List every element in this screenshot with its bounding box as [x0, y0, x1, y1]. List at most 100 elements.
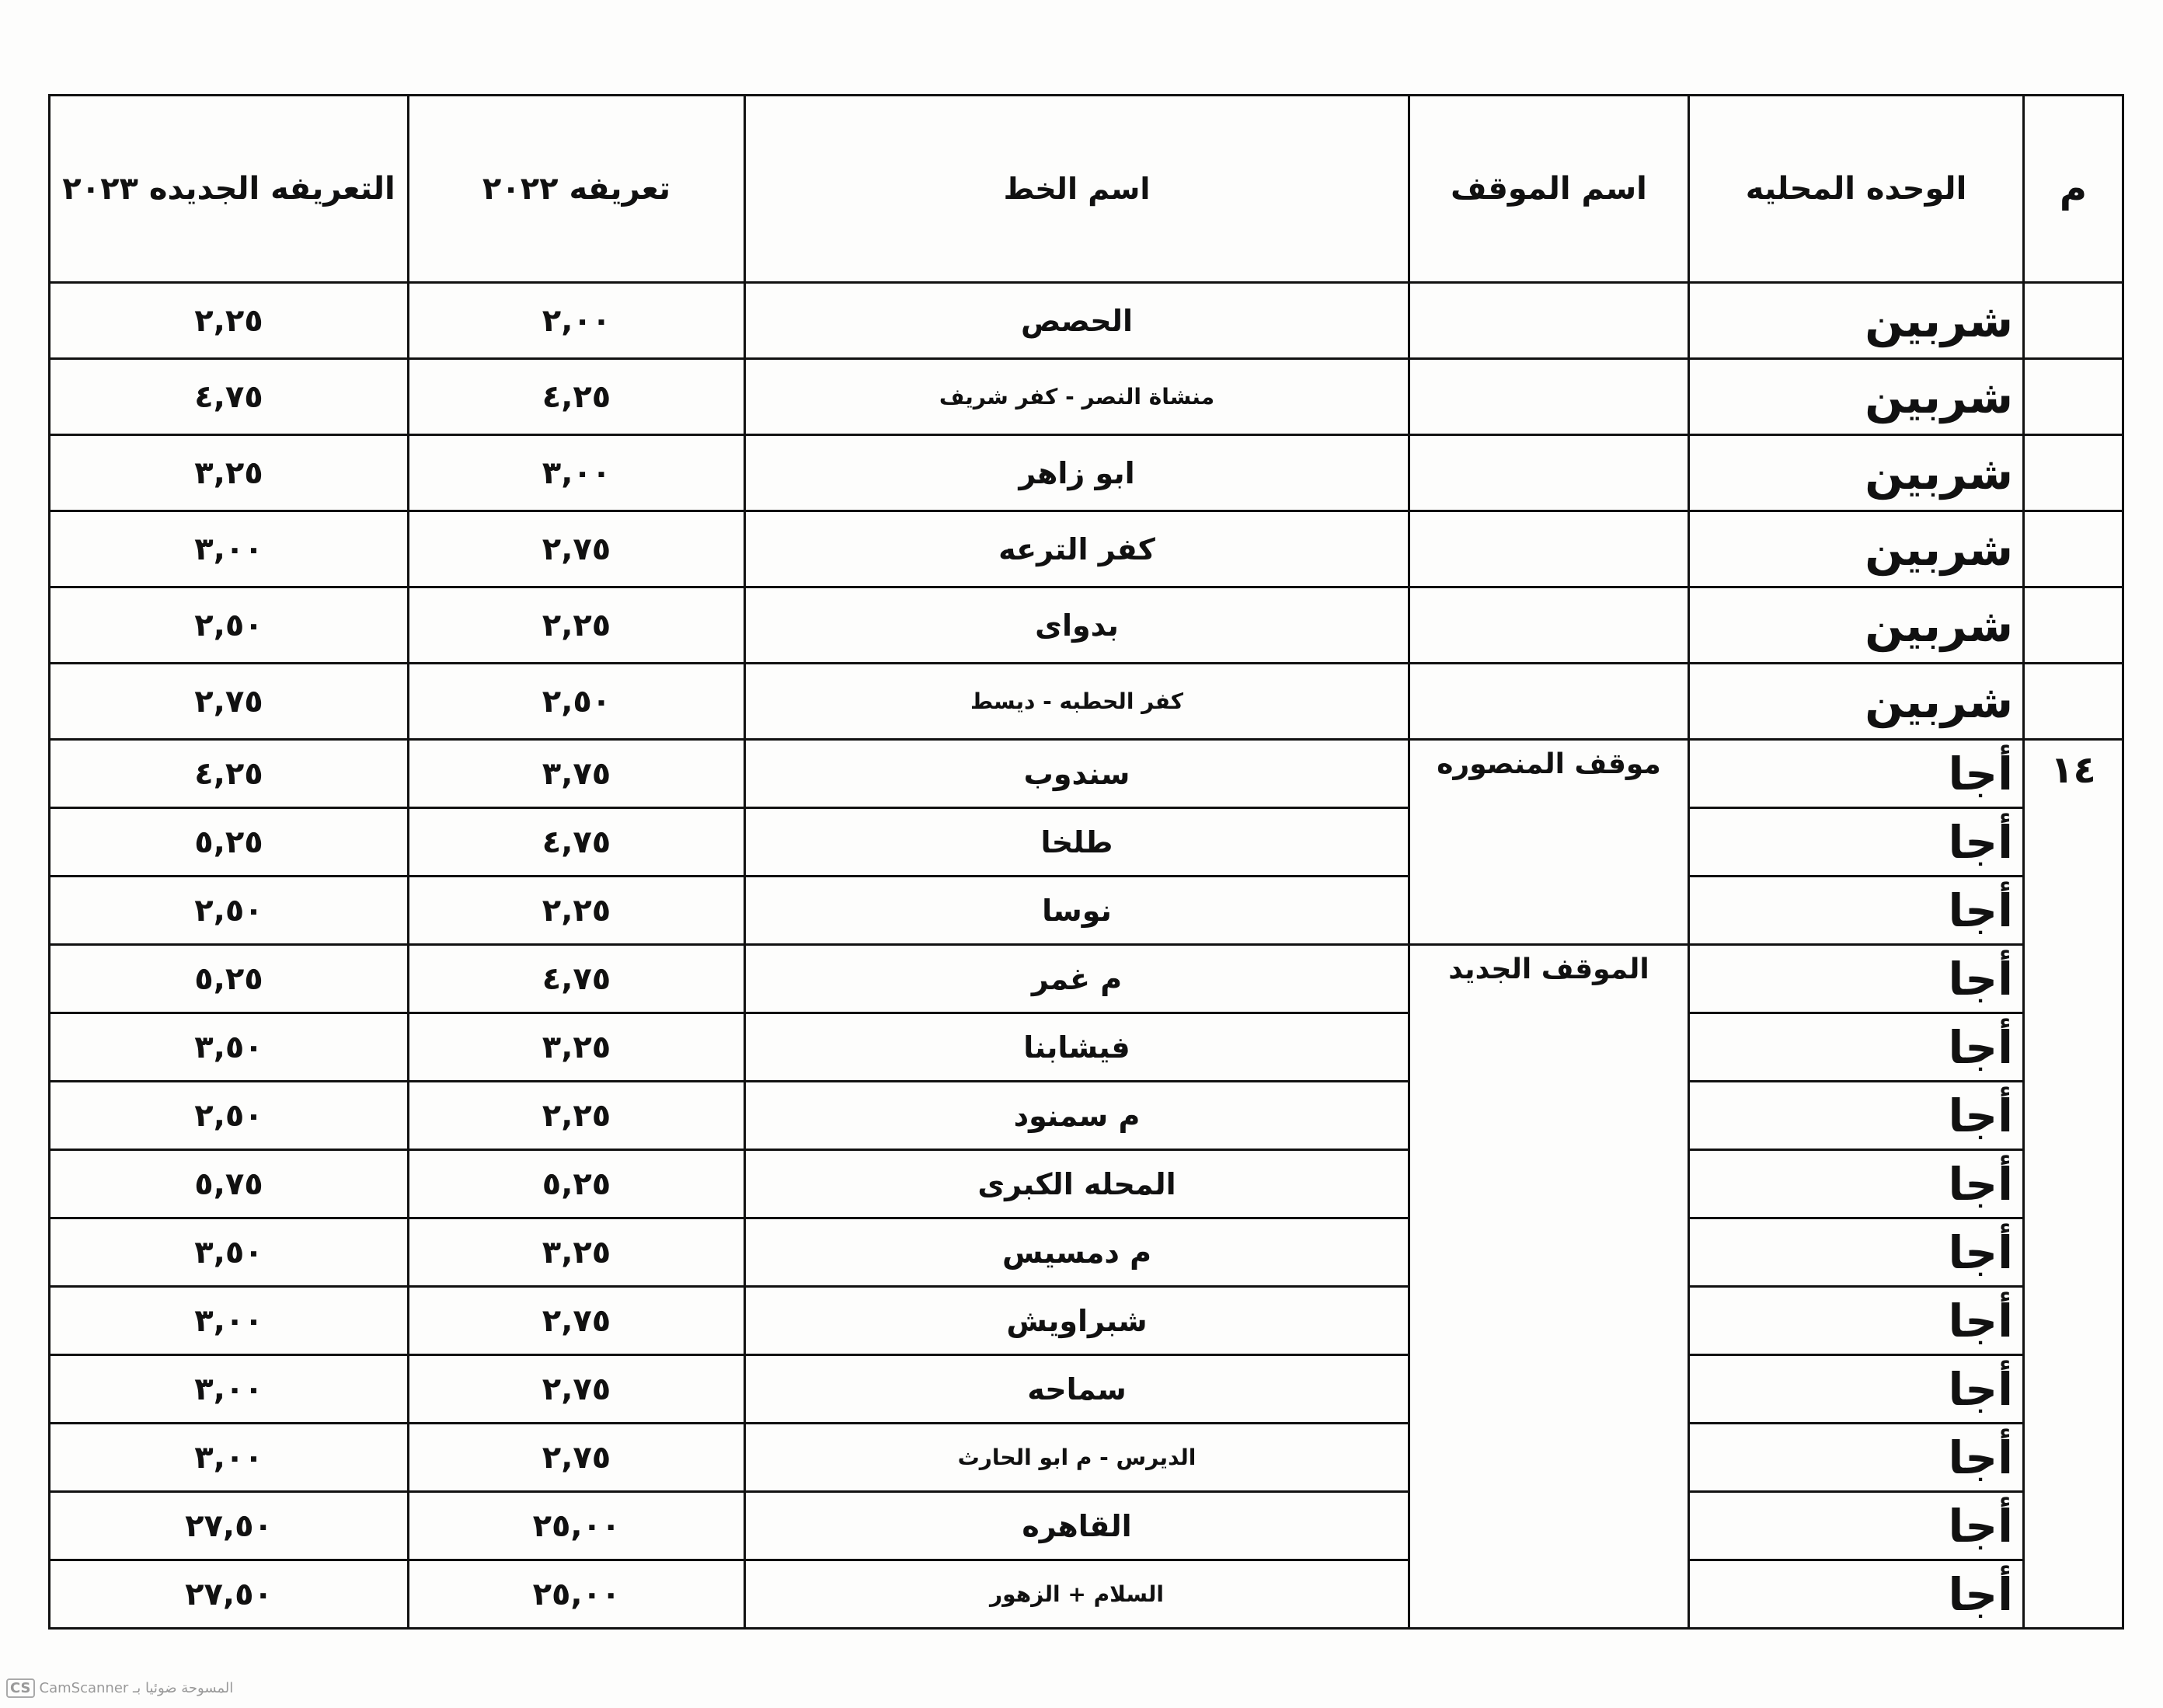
stop-name-cell: موقف المنصوره: [1408, 738, 1690, 946]
line-name-cell: سماحه: [744, 1354, 1410, 1424]
line-name-cell: طلخا: [744, 807, 1410, 877]
fare-2023-cell: ٤,٧٥: [48, 357, 409, 436]
line-name-cell: منشاة النصر - كفر شريف: [744, 357, 1410, 436]
row-number-cell: [2022, 510, 2124, 588]
fare-2022-cell: ٢٥,٠٠: [407, 1490, 746, 1561]
fare-2023-cell: ٣,٠٠: [48, 1285, 409, 1356]
fare-2022-cell: ٤,٧٥: [407, 943, 746, 1014]
fare-2022-cell: ٢,٧٥: [407, 1354, 746, 1424]
table-body: شربين الحصص ٢,٠٠ ٢,٢٥ شربين منشاة النصر - كفر…: [48, 281, 2124, 1630]
local-unit-cell: أجا: [1688, 1080, 2025, 1151]
table-row: أجا القاهره ٢٥,٠٠ ٢٧,٥٠: [48, 1490, 2123, 1561]
local-unit-cell: شربين: [1688, 281, 2025, 360]
local-unit-cell: أجا: [1688, 1559, 2025, 1630]
fare-2022-cell: ٢,٧٥: [407, 1422, 746, 1493]
header-no: م: [2022, 94, 2124, 284]
row-number-cell: [2022, 281, 2124, 360]
fare-2022-cell: ٢,٥٠: [407, 662, 746, 741]
fare-2023-cell: ٣,٠٠: [48, 1422, 409, 1493]
fare-2023-cell: ٥,٧٥: [48, 1149, 409, 1219]
line-name-cell: السلام + الزهور: [744, 1559, 1410, 1630]
header-line: اسم الخط: [744, 94, 1410, 284]
fare-2023-cell: ٢,٢٥: [48, 281, 409, 360]
fare-2022-cell: ٥,٢٥: [407, 1149, 746, 1219]
local-unit-cell: شربين: [1688, 357, 2025, 436]
table-row: أجا نوسا ٢,٢٥ ٢,٥٠: [48, 875, 2123, 946]
local-unit-cell: أجا: [1688, 1285, 2025, 1356]
line-name-cell: الديرس - م ابو الحارث: [744, 1422, 1410, 1493]
watermark-text: CamScanner المسوحة ضوئيا بـ: [39, 1680, 234, 1696]
stop-name-cell: [1408, 662, 1690, 741]
line-name-cell: المحله الكبرى: [744, 1149, 1410, 1219]
line-name-cell: الحصص: [744, 281, 1410, 360]
row-number-cell: [2022, 586, 2124, 664]
fare-2022-cell: ٢,٧٥: [407, 510, 746, 588]
table-row: شربين ابو زاهر ٣,٠٠ ٣,٢٥: [48, 434, 2124, 512]
line-name-cell: شبراويش: [744, 1285, 1410, 1356]
fare-2023-cell: ٢,٥٠: [48, 1080, 409, 1151]
row-number-cell: [2022, 357, 2124, 436]
header-fare-2022: تعريفه ٢٠٢٢: [407, 94, 746, 284]
local-unit-cell: أجا: [1688, 1422, 2025, 1493]
fare-2023-cell: ٥,٢٥: [48, 943, 409, 1014]
local-unit-cell: أجا: [1688, 875, 2025, 946]
table-row: أجا المحله الكبرى ٥,٢٥ ٥,٧٥: [48, 1149, 2123, 1219]
table-row: أجا م سمنود ٢,٢٥ ٢,٥٠: [48, 1080, 2123, 1151]
fare-2023-cell: ٤,٢٥: [48, 738, 409, 809]
fare-table: م الوحده المحليه اسم الموقف اسم الخط تعر…: [48, 94, 2124, 1630]
fare-2023-cell: ٣,٢٥: [48, 434, 409, 512]
table-row: أجا سماحه ٢,٧٥ ٣,٠٠: [48, 1354, 2123, 1424]
line-name-cell: م سمنود: [744, 1080, 1410, 1151]
stop-name-cell: [1408, 510, 1690, 588]
stop-name-cell: [1408, 586, 1690, 664]
row-number-cell: ١٤: [2022, 738, 2124, 1630]
fare-2023-cell: ٢٧,٥٠: [48, 1559, 409, 1630]
camscanner-logo: CS: [6, 1678, 35, 1698]
local-unit-cell: أجا: [1688, 1012, 2025, 1082]
table-row: أجا طلخا ٤,٧٥ ٥,٢٥: [48, 807, 2123, 877]
local-unit-cell: أجا: [1688, 1354, 2025, 1424]
line-name-cell: ابو زاهر: [744, 434, 1410, 512]
line-name-cell: م دمسيس: [744, 1217, 1410, 1288]
fare-2023-cell: ٣,٠٠: [48, 1354, 409, 1424]
table-row: شربين كفر الترعه ٢,٧٥ ٣,٠٠: [48, 510, 2124, 588]
local-unit-cell: أجا: [1688, 1217, 2025, 1288]
header-stop: اسم الموقف: [1408, 94, 1690, 284]
table-row: شربين الحصص ٢,٠٠ ٢,٢٥: [48, 281, 2124, 360]
line-name-cell: القاهره: [744, 1490, 1410, 1561]
header-unit: الوحده المحليه: [1688, 94, 2025, 284]
local-unit-cell: أجا: [1688, 807, 2025, 877]
stop-name-cell: [1408, 357, 1690, 436]
table-row: أجا م دمسيس ٣,٢٥ ٣,٥٠: [48, 1217, 2123, 1288]
fare-2023-cell: ٥,٢٥: [48, 807, 409, 877]
fare-2022-cell: ٢,٢٥: [407, 1080, 746, 1151]
line-name-cell: كفر الحطبه - ديسط: [744, 662, 1410, 741]
fare-2022-cell: ٣,٠٠: [407, 434, 746, 512]
table-row: شربين كفر الحطبه - ديسط ٢,٥٠ ٢,٧٥: [48, 662, 2124, 741]
fare-2023-cell: ٣,٥٠: [48, 1217, 409, 1288]
line-name-cell: بدواى: [744, 586, 1410, 664]
header-fare-2023: التعريفه الجديده ٢٠٢٣: [48, 94, 409, 284]
line-name-cell: م غمر: [744, 943, 1410, 1014]
local-unit-cell: شربين: [1688, 662, 2025, 741]
table-row: شربين منشاة النصر - كفر شريف ٤,٢٥ ٤,٧٥: [48, 357, 2124, 436]
fare-2023-cell: ٣,٠٠: [48, 510, 409, 588]
fare-2022-cell: ٤,٢٥: [407, 357, 746, 436]
local-unit-cell: أجا: [1688, 1149, 2025, 1219]
line-name-cell: نوسا: [744, 875, 1410, 946]
table-row: أجا شبراويش ٢,٧٥ ٣,٠٠: [48, 1285, 2123, 1356]
fare-2022-cell: ٣,٧٥: [407, 738, 746, 809]
fare-2022-cell: ٢,٢٥: [407, 586, 746, 664]
fare-2022-cell: ٢,٧٥: [407, 1285, 746, 1356]
local-unit-cell: شربين: [1688, 586, 2025, 664]
table-row: شربين بدواى ٢,٢٥ ٢,٥٠: [48, 586, 2124, 664]
fare-2023-cell: ٣,٥٠: [48, 1012, 409, 1082]
local-unit-cell: أجا: [1688, 738, 2025, 809]
fare-2023-cell: ٢,٧٥: [48, 662, 409, 741]
fare-2022-cell: ٤,٧٥: [407, 807, 746, 877]
row-number-cell: [2022, 434, 2124, 512]
table-row: أجا الموقف الجديد م غمر ٤,٧٥ ٥,٢٥: [48, 943, 2123, 1630]
fare-2022-cell: ٣,٢٥: [407, 1217, 746, 1288]
fare-2022-cell: ٢,٠٠: [407, 281, 746, 360]
camscanner-watermark: CS CamScanner المسوحة ضوئيا بـ: [6, 1678, 233, 1698]
